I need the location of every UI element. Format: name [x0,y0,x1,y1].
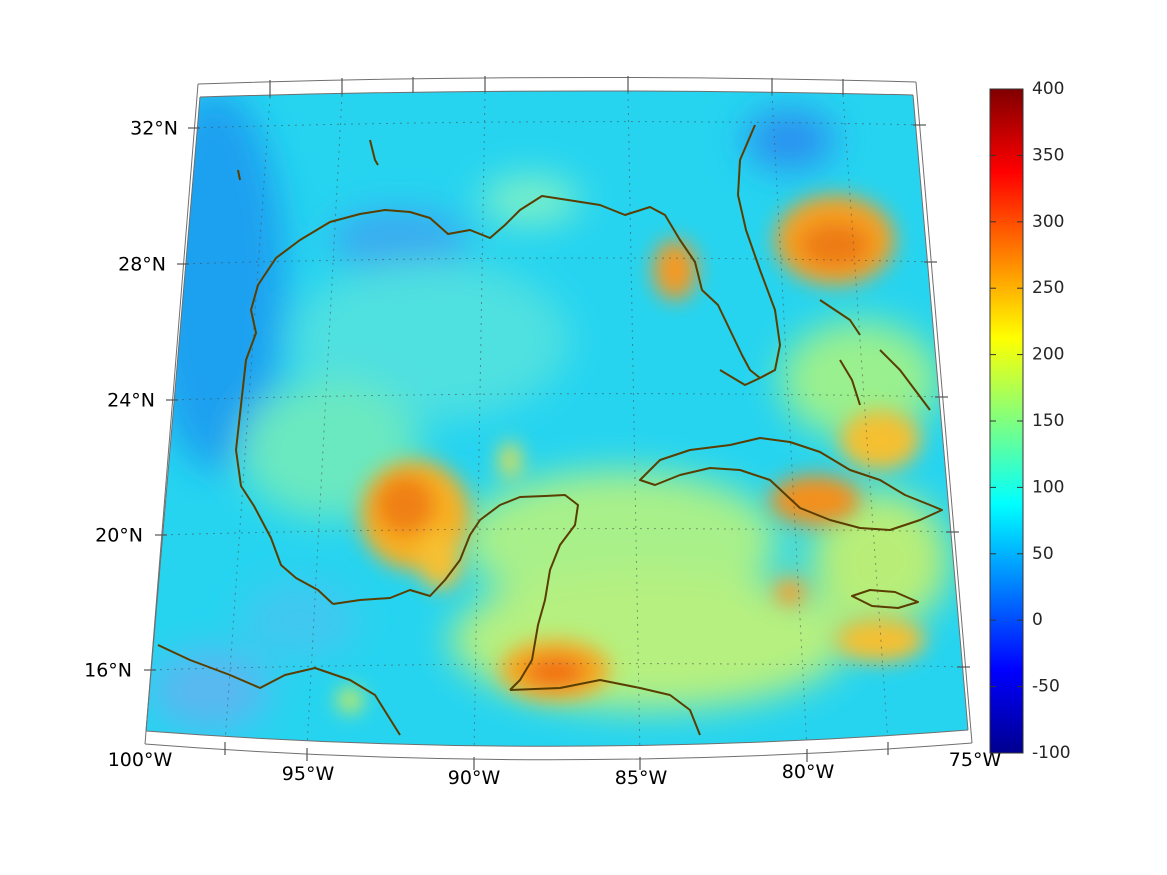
colorbar-label-2: 300 [1032,212,1064,232]
colorbar-label-6: 100 [1032,477,1064,497]
colorbar-label-3: 250 [1032,278,1064,298]
lon-label-100w: 100°W [108,749,173,771]
lat-label-28: 28°N [118,254,166,276]
colorbar-label-1: 350 [1032,145,1064,165]
graticule-line [627,91,641,747]
graticule-line [224,96,271,743]
lon-label-95w: 95°W [282,763,335,785]
colorbar-ticks: 400 350 300 250 200 150 100 50 0 -50 -100 [990,79,1071,763]
colorbar-label-7: 50 [1032,544,1054,564]
graticule-line [473,91,486,747]
colorbar-label-4: 200 [1032,345,1064,365]
graticule-line [771,93,808,747]
graticule-line [189,121,927,129]
graticule-line [178,257,938,265]
colorbar: 400 350 300 250 200 150 100 50 0 -50 -100 [989,79,1071,763]
lon-label-80w: 80°W [782,761,835,783]
lon-label-85w: 85°W [615,767,668,789]
colorbar-label-8: 0 [1032,610,1043,630]
graticule-line [156,528,960,536]
map-ticks [144,76,970,770]
colorbar-label-5: 150 [1032,411,1064,431]
lat-label-32: 32°N [130,118,178,140]
lat-label-16: 16°N [84,660,132,682]
map-field [146,90,968,747]
lon-labels: 100°W 95°W 90°W 85°W 80°W 75°W [108,749,1002,789]
lat-labels: 32°N 28°N 24°N 20°N 16°N [84,118,178,682]
colorbar-label-0: 400 [1032,79,1064,99]
lon-label-75w: 75°W [949,749,1002,771]
lat-label-24: 24°N [107,390,155,412]
map-frame [144,76,973,761]
colorbar-label-9: -50 [1032,677,1060,697]
lat-label-20: 20°N [95,525,143,547]
colorbar-label-10: -100 [1032,743,1071,763]
graticule [146,91,968,747]
coastline [157,124,943,736]
lon-label-90w: 90°W [448,767,501,789]
graticule-line [842,94,889,743]
